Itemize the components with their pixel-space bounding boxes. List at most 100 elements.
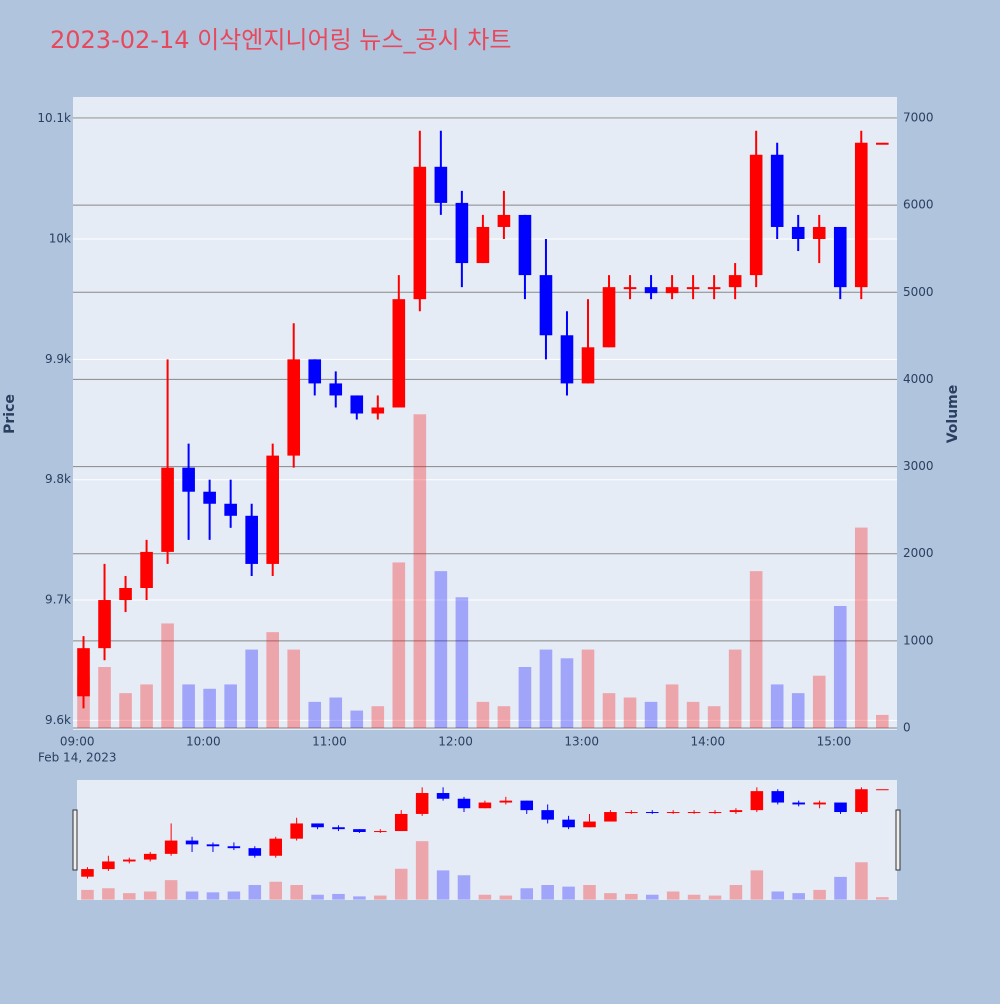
slider-candle-body <box>353 829 366 832</box>
chart-title: 2023-02-14 이삭엔지니어링 뉴스_공시 차트 <box>50 26 511 54</box>
slider-candle-body <box>123 859 136 862</box>
volume-bar <box>476 701 490 728</box>
candle-body <box>875 142 889 145</box>
y2-tick-label: 4000 <box>903 372 934 386</box>
slider-volume-bar <box>185 891 199 900</box>
candle-body <box>266 455 279 564</box>
slider-candle-body <box>248 848 262 856</box>
slider-volume-bar <box>520 888 534 900</box>
volume-bar <box>224 684 237 728</box>
volume-bar <box>413 414 427 728</box>
y-tick-label: 9.9k <box>45 352 71 366</box>
slider-candle-body <box>102 861 115 870</box>
volume-bar <box>392 562 406 728</box>
slider-volume-bar <box>855 862 868 900</box>
y2-tick-label: 3000 <box>903 459 934 473</box>
volume-bar <box>791 693 805 728</box>
volume-bar <box>686 701 700 728</box>
volume-bar <box>371 706 385 728</box>
slider-handle[interactable] <box>72 809 78 871</box>
slider-candle-body <box>604 812 617 822</box>
slider-volume-bar <box>102 888 115 900</box>
y-tick-label: 9.7k <box>45 593 71 607</box>
candle-body <box>98 600 111 649</box>
slider-volume-bar <box>227 891 241 900</box>
candle-body <box>623 287 637 290</box>
volume-bar <box>518 666 532 728</box>
slider-volume-bar <box>269 881 282 900</box>
y-tick-label: 9.6k <box>45 713 71 727</box>
volume-bar <box>119 693 132 728</box>
candle-body <box>518 214 532 276</box>
slider-volume-bar <box>771 891 785 900</box>
slider-volume-bar <box>499 895 513 900</box>
slider-volume-bar <box>123 893 136 900</box>
slider-candle-body <box>436 793 450 799</box>
volume-bar <box>308 701 322 728</box>
slider-volume-bar <box>436 870 450 900</box>
volume-bar <box>875 714 889 728</box>
volume-bar <box>581 649 595 728</box>
slider-volume-bar <box>478 894 492 900</box>
slider-volume-bar <box>415 841 429 900</box>
slider-volume-bar <box>206 892 220 900</box>
slider-candle-body <box>478 802 492 809</box>
slider-volume-bar <box>729 885 743 900</box>
slider-volume-bar <box>248 885 262 900</box>
slider-candle-body <box>81 869 94 877</box>
y-tick-label: 10.1k <box>37 111 71 125</box>
slider-volume-bar <box>625 893 638 900</box>
candle-body <box>812 226 826 240</box>
candle-body <box>77 648 90 697</box>
slider-candle-body <box>729 810 743 813</box>
slider-candle-body <box>855 789 868 813</box>
volume-bar <box>434 571 448 728</box>
candle-body <box>497 214 511 227</box>
slider-candle-body <box>771 791 785 803</box>
slider-volume-bar <box>687 894 701 900</box>
slider-volume-bar <box>750 870 764 900</box>
slider-volume-bar <box>541 885 554 900</box>
volume-bar <box>623 697 637 728</box>
candle-body <box>791 226 805 240</box>
candle-body <box>602 287 616 348</box>
slider-volume-bar <box>876 897 889 900</box>
slider-volume-bar <box>353 896 366 900</box>
slider-volume-bar <box>708 895 722 900</box>
volume-bar <box>833 605 847 728</box>
y2-tick-label: 2000 <box>903 546 934 560</box>
candle-body <box>539 275 553 336</box>
slider-candle-body <box>499 800 513 803</box>
volume-bar <box>707 706 721 728</box>
x-tick-label: 09:00 <box>60 735 95 749</box>
x-tick-label: 10:00 <box>186 735 221 749</box>
slider-candle-body <box>143 853 157 860</box>
slider-candle-body <box>666 812 680 814</box>
candle-body <box>686 287 700 290</box>
volume-bar <box>203 688 216 728</box>
volume-bar <box>266 632 279 728</box>
slider-candle-body <box>206 844 220 847</box>
x-tick-label: 12:00 <box>438 735 473 749</box>
volume-bar <box>665 684 679 728</box>
slider-candle-body <box>750 791 764 811</box>
slider-volume-bar <box>457 875 471 900</box>
slider-volume-bar <box>645 894 659 900</box>
slider-candle-body <box>813 802 826 805</box>
volume-bar <box>245 649 258 728</box>
slider-candle-body <box>520 800 534 811</box>
volume-bar <box>287 649 301 728</box>
y2-axis-title: Volume <box>945 385 961 444</box>
slider-handle[interactable] <box>895 809 901 871</box>
slider-volume-bar <box>374 895 387 900</box>
volume-bar <box>455 597 469 728</box>
candle-body <box>833 226 847 288</box>
slider-candle-body <box>332 827 345 830</box>
slider-candle-body <box>834 802 847 813</box>
x-tick-label: 15:00 <box>817 735 852 749</box>
candle-body <box>854 142 868 288</box>
slider-volume-bar <box>394 868 408 900</box>
volume-bar <box>98 666 111 728</box>
candle-body <box>329 383 343 396</box>
